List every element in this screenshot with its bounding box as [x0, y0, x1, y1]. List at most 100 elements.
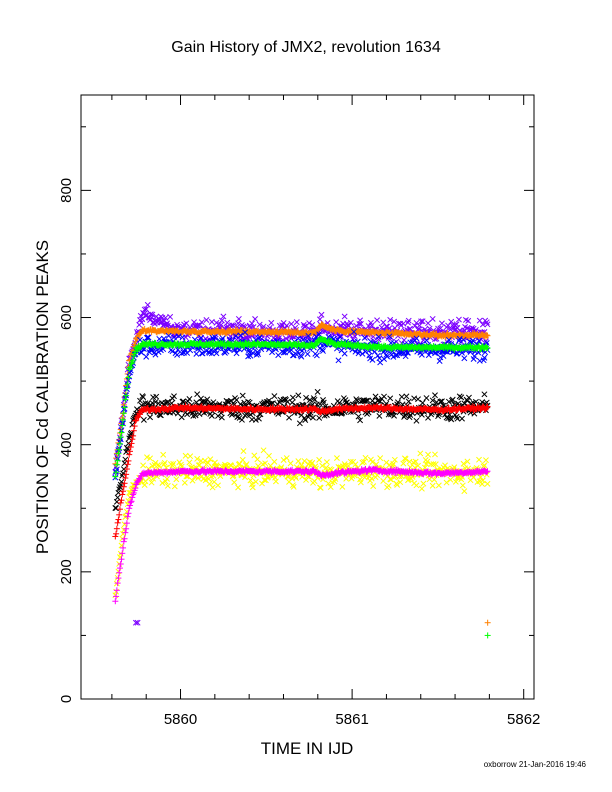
data-point-x	[239, 392, 246, 399]
data-point-x	[181, 479, 188, 486]
data-point-plus	[120, 488, 127, 495]
data-point-x	[459, 415, 465, 422]
data-point-x	[260, 447, 267, 454]
data-point-x	[171, 483, 178, 490]
data-point-x	[479, 481, 486, 487]
data-point-x	[235, 315, 242, 322]
data-point-x	[167, 313, 174, 320]
y-tick-label: 600	[58, 305, 75, 330]
data-point-x	[314, 388, 321, 395]
data-point-x	[187, 453, 194, 460]
y-axis-title: POSITION OF Cd CALIBRATION PEAKS	[33, 240, 52, 554]
data-point-x	[318, 311, 325, 318]
data-point-x	[481, 391, 488, 398]
data-point-plus	[484, 619, 491, 626]
data-point-x	[323, 459, 330, 466]
data-point-x	[423, 337, 430, 344]
x-tick-label: 5862	[507, 711, 540, 728]
chart-title: Gain History of JMX2, revolution 1634	[171, 39, 441, 56]
data-point-x	[420, 480, 427, 487]
data-point-x	[419, 318, 426, 325]
data-point-x	[283, 455, 290, 461]
data-point-x	[310, 414, 316, 421]
data-point-x	[208, 318, 215, 325]
data-point-x	[465, 317, 472, 324]
data-point-x	[375, 336, 382, 343]
data-point-x	[403, 393, 410, 400]
data-point-x	[341, 313, 348, 320]
data-point-x	[387, 395, 394, 402]
data-point-x	[405, 317, 412, 324]
data-point-x	[426, 325, 433, 332]
data-point-x	[250, 324, 257, 330]
x-tick-label: 5861	[335, 711, 368, 728]
data-point-x	[343, 475, 350, 482]
data-point-x	[114, 494, 121, 501]
data-point-plus	[112, 598, 119, 605]
data-point-x	[380, 478, 387, 484]
data-point-plus	[113, 525, 120, 532]
data-point-x	[193, 350, 200, 357]
data-point-plus	[113, 530, 120, 537]
data-point-x	[377, 455, 384, 462]
data-point-x	[171, 393, 177, 400]
data-point-x	[215, 482, 221, 489]
data-point-plus	[121, 404, 128, 411]
x-axis-title: TIME IN IJD	[261, 739, 354, 758]
data-point-x	[411, 322, 418, 329]
data-point-x	[376, 412, 383, 419]
data-point-x	[437, 325, 444, 332]
data-point-x	[230, 322, 237, 329]
data-point-x	[400, 320, 407, 327]
data-point-x	[271, 458, 278, 465]
data-point-x	[220, 313, 227, 320]
data-point-x	[143, 306, 150, 313]
data-point-plus	[137, 330, 144, 337]
data-point-x	[249, 320, 255, 327]
plot-frame	[80, 94, 535, 700]
data-point-x	[143, 353, 150, 360]
data-point-x	[341, 350, 348, 357]
data-point-x	[347, 319, 354, 326]
data-point-x	[198, 319, 205, 326]
data-point-x	[209, 484, 216, 491]
axis-tick-labels: 0 200 400 600 800 5860 5861 5862	[58, 178, 540, 728]
data-point-x	[177, 461, 184, 468]
data-point-x	[140, 462, 147, 469]
data-point-x	[425, 451, 431, 458]
data-point-x	[333, 455, 340, 462]
y-tick-label: 0	[58, 695, 75, 703]
data-point-x	[316, 414, 323, 421]
data-point-x	[295, 392, 302, 399]
data-point-x	[157, 412, 164, 419]
data-point-plus	[117, 560, 124, 567]
data-point-x	[425, 320, 431, 327]
data-point-x	[385, 482, 392, 489]
data-point-x	[208, 412, 215, 419]
data-point-x	[142, 312, 149, 319]
x-tick-label: 5860	[164, 711, 197, 728]
data-point-x	[429, 315, 436, 322]
data-point-x	[162, 314, 169, 321]
data-point-x	[432, 451, 438, 458]
data-point-x	[140, 416, 147, 423]
data-point-x	[296, 420, 303, 427]
y-tick-label: 400	[58, 432, 75, 457]
data-point-x	[418, 318, 425, 325]
data-point-x	[313, 352, 320, 359]
data-point-x	[413, 482, 420, 489]
data-point-x	[432, 392, 438, 399]
data-point-plus	[484, 632, 491, 639]
data-point-x	[429, 482, 436, 489]
data-point-x	[173, 476, 180, 483]
data-point-x	[417, 450, 424, 457]
footer-stamp: oxborrow 21-Jan-2016 19:46	[484, 760, 587, 769]
data-point-x	[461, 355, 468, 362]
data-point-x	[256, 321, 263, 328]
data-point-x	[203, 317, 210, 323]
data-point-x	[413, 417, 420, 424]
data-point-x	[218, 317, 225, 324]
data-point-x	[436, 358, 443, 364]
data-point-plus	[117, 499, 124, 506]
